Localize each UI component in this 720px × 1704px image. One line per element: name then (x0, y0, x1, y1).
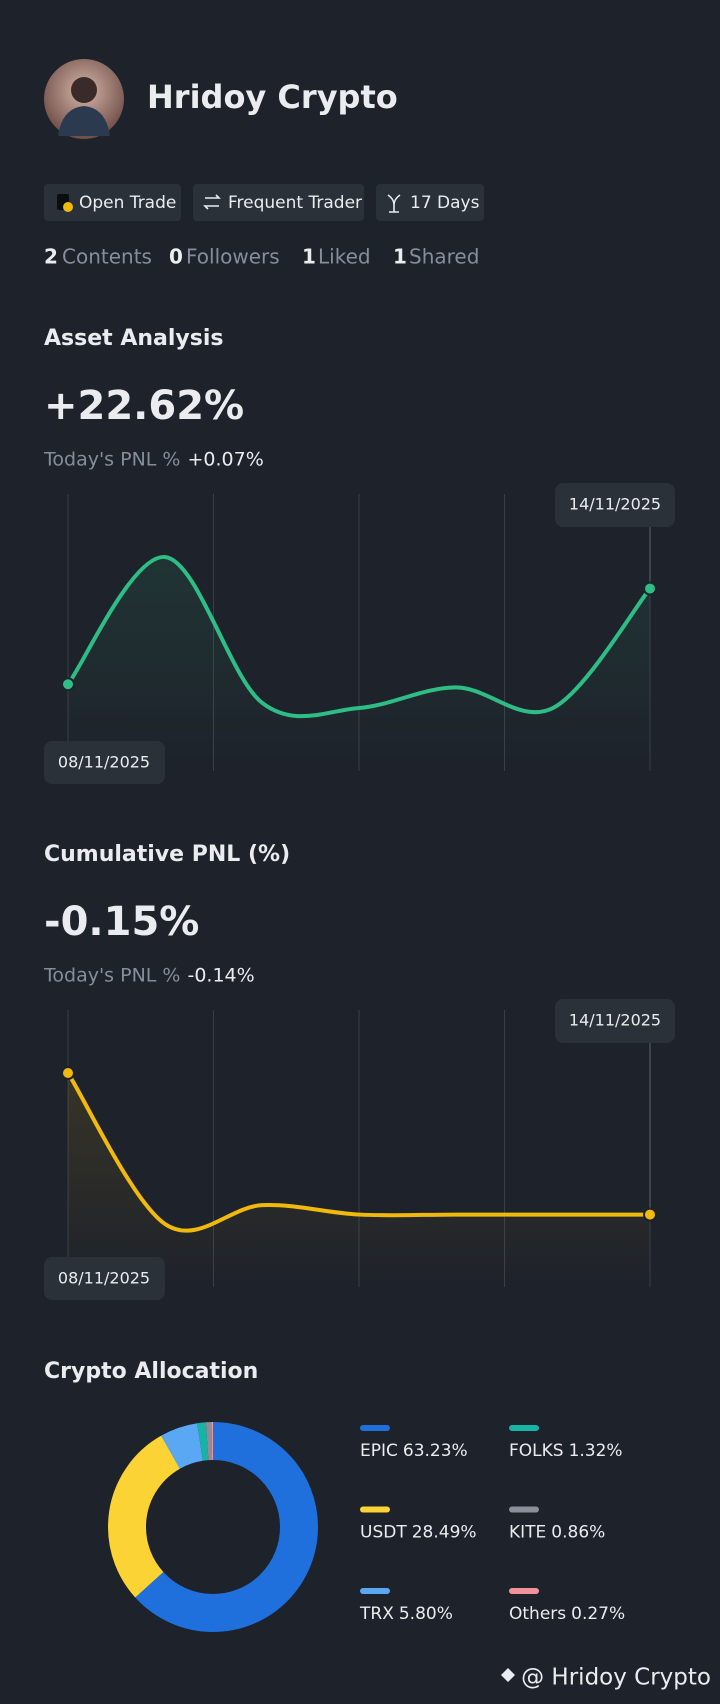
legend-value: 1.32% (569, 1441, 623, 1461)
badge: Frequent Trader (228, 193, 362, 213)
section-title: Crypto Allocation (44, 1359, 258, 1384)
watermark-text: @ Hridoy Crypto (521, 1665, 711, 1691)
line (66, 554, 652, 719)
legend-name: EPIC (360, 1441, 398, 1461)
today-change: +0.07% (187, 449, 263, 471)
legend-swatch (360, 1425, 390, 1431)
tooltip (44, 1257, 165, 1300)
section-title: Cumulative PNL (%) (44, 842, 290, 867)
watermark: @ Hridoy Crypto (501, 1665, 711, 1691)
stats: 2 Contents 0 Followers 1 Liked 1 Shared (44, 245, 479, 269)
stat-label: Contents (62, 245, 152, 269)
donut-slice (108, 1422, 318, 1632)
subtitle: Today's PNL % (43, 449, 180, 471)
legend-name: TRX (359, 1604, 394, 1624)
today-change: -0.14% (187, 965, 254, 987)
tooltip-date: 08/11/2025 (58, 753, 150, 772)
stat-label: Followers (186, 245, 280, 269)
badges: Open Trade Frequent Trader 17 Days (44, 184, 484, 221)
section-title: Asset Analysis (44, 326, 223, 351)
legend-swatch (509, 1425, 539, 1431)
legend-name: USDT (360, 1523, 407, 1543)
legend-swatch (509, 1506, 539, 1513)
area (68, 556, 650, 771)
area (68, 1073, 650, 1287)
stat-label: Shared (409, 245, 479, 269)
profile-name: Hridoy Crypto (147, 78, 398, 116)
legend-value: 5.80% (399, 1604, 453, 1624)
point (643, 581, 657, 596)
badge: Open Trade (79, 193, 176, 213)
stat-count: 1 (302, 245, 316, 269)
point (61, 1066, 75, 1080)
donut-slice (108, 1422, 318, 1632)
tooltip (555, 999, 675, 1043)
badge: 17 Days (410, 193, 480, 213)
headline: -0.15% (44, 899, 199, 945)
stat-count: 2 (44, 245, 58, 269)
tooltip (555, 483, 675, 527)
legend-swatch (360, 1506, 390, 1513)
tooltip-date: 14/11/2025 (569, 1011, 661, 1030)
legend-swatch (360, 1588, 390, 1594)
legend-swatch (509, 1588, 539, 1594)
stat-count: 1 (393, 245, 407, 269)
tooltip (44, 741, 165, 784)
stat-label: Liked (318, 245, 371, 269)
point (643, 1207, 657, 1222)
legend-name: Others (509, 1604, 566, 1624)
legend-value: 28.49% (412, 1523, 477, 1543)
tooltip-date: 14/11/2025 (569, 495, 661, 514)
legend-name: FOLKS (509, 1441, 564, 1461)
legend-value: 0.27% (571, 1604, 625, 1624)
avatar (44, 59, 124, 139)
tooltip-date: 08/11/2025 (58, 1269, 150, 1288)
headline: +22.62% (44, 383, 244, 429)
legend-value: 0.86% (551, 1523, 605, 1543)
legend-name: KITE (509, 1523, 546, 1543)
point (61, 677, 75, 692)
line (66, 1071, 652, 1233)
legend-value: 63.23% (403, 1441, 468, 1461)
subtitle: Today's PNL % (43, 965, 180, 987)
stat-count: 0 (169, 245, 183, 269)
